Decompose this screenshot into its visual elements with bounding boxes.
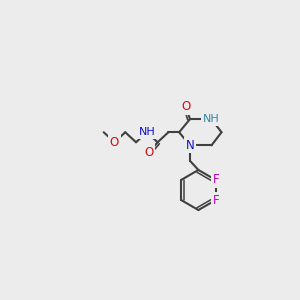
Text: O: O: [110, 136, 119, 149]
Text: NH: NH: [203, 114, 220, 124]
Text: F: F: [212, 173, 219, 187]
Text: NH: NH: [138, 127, 155, 137]
Text: O: O: [145, 146, 154, 159]
Text: F: F: [212, 194, 219, 206]
Text: O: O: [182, 100, 191, 113]
Text: N: N: [186, 139, 194, 152]
